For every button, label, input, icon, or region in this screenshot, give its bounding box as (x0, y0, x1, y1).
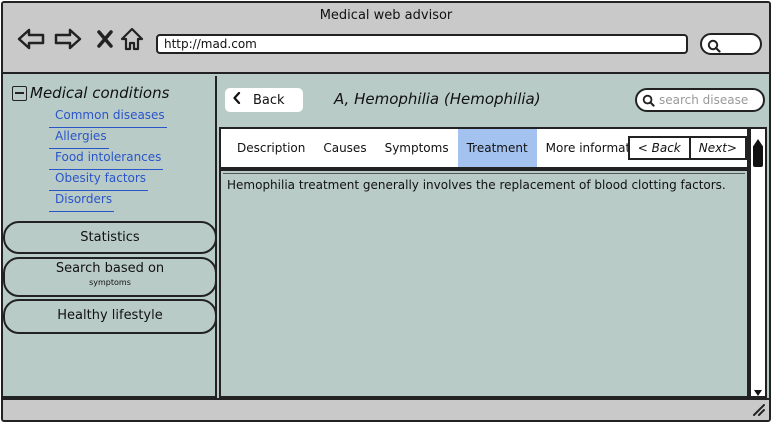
statistics-label: Statistics (80, 230, 140, 245)
search-by-symptoms-label: Search based on (55, 261, 165, 276)
tree-title: Medical conditions (30, 84, 170, 102)
tab-more-information[interactable]: More information (545, 141, 649, 155)
back-button-label: Back (253, 92, 285, 108)
tab-description[interactable]: Description (237, 141, 306, 155)
disease-search-input[interactable]: search disease (635, 88, 765, 112)
disease-search-placeholder: search disease (659, 93, 749, 107)
sidebar-item-obesity-factors[interactable]: Obesity factors (49, 170, 149, 191)
url-input[interactable]: http://mad.com (156, 34, 688, 54)
sidebar-item-allergies[interactable]: Allergies (49, 128, 109, 149)
scroll-up-arrow-icon[interactable] (753, 132, 763, 145)
chevron-left-icon (233, 91, 241, 108)
window-title: Medical web advisor (319, 8, 453, 23)
home-icon[interactable] (118, 25, 146, 53)
healthy-lifestyle-button[interactable]: Healthy lifestyle (3, 299, 217, 334)
search-icon (642, 94, 655, 107)
scroll-thumb[interactable] (753, 145, 763, 167)
status-bar (3, 398, 769, 420)
sidebar: Medical conditions Common diseases Aller… (3, 76, 217, 398)
sidebar-item-food-intolerances[interactable]: Food intolerances (49, 149, 164, 170)
search-by-symptoms-sublabel: symptoms (89, 278, 131, 287)
back-arrow-icon[interactable] (17, 25, 45, 53)
sidebar-item-disorders[interactable]: Disorders (49, 191, 115, 212)
content-panel: Hemophilia treatment generally involves … (219, 169, 749, 398)
tab-bar: Description Causes Symptoms Treatment Mo… (219, 127, 749, 169)
pager-next-button[interactable]: Next> (690, 136, 747, 160)
close-icon[interactable] (91, 25, 119, 53)
pager: < Back Next> (627, 136, 747, 160)
pager-back-button[interactable]: < Back (627, 136, 691, 160)
collapse-toggle-icon[interactable] (12, 85, 27, 101)
tree-list: Common diseases Allergies Food intoleran… (49, 107, 167, 212)
tab-symptoms[interactable]: Symptoms (384, 141, 449, 155)
forward-arrow-icon[interactable] (54, 25, 82, 53)
back-button[interactable]: Back (225, 88, 303, 112)
resize-grip-icon[interactable] (751, 401, 765, 420)
content-inner (223, 173, 745, 394)
tab-causes[interactable]: Causes (323, 141, 367, 155)
browser-chrome: Medical web advisor http://mad.com (3, 3, 769, 74)
healthy-lifestyle-label: Healthy lifestyle (57, 308, 163, 323)
search-icon (707, 38, 721, 57)
scroll-down-arrow-icon[interactable] (753, 383, 763, 396)
tree-header[interactable]: Medical conditions (12, 84, 169, 102)
browser-search-input[interactable] (700, 33, 762, 55)
statistics-button[interactable]: Statistics (3, 221, 217, 254)
tab-treatment[interactable]: Treatment (457, 129, 537, 167)
page-title: A, Hemophilia (Hemophilia) (334, 90, 541, 108)
search-by-symptoms-button[interactable]: Search based on symptoms (3, 257, 217, 297)
treatment-text: Hemophilia treatment generally involves … (227, 178, 726, 192)
sidebar-item-common-diseases[interactable]: Common diseases (49, 107, 167, 128)
scrollbar[interactable] (749, 127, 767, 398)
